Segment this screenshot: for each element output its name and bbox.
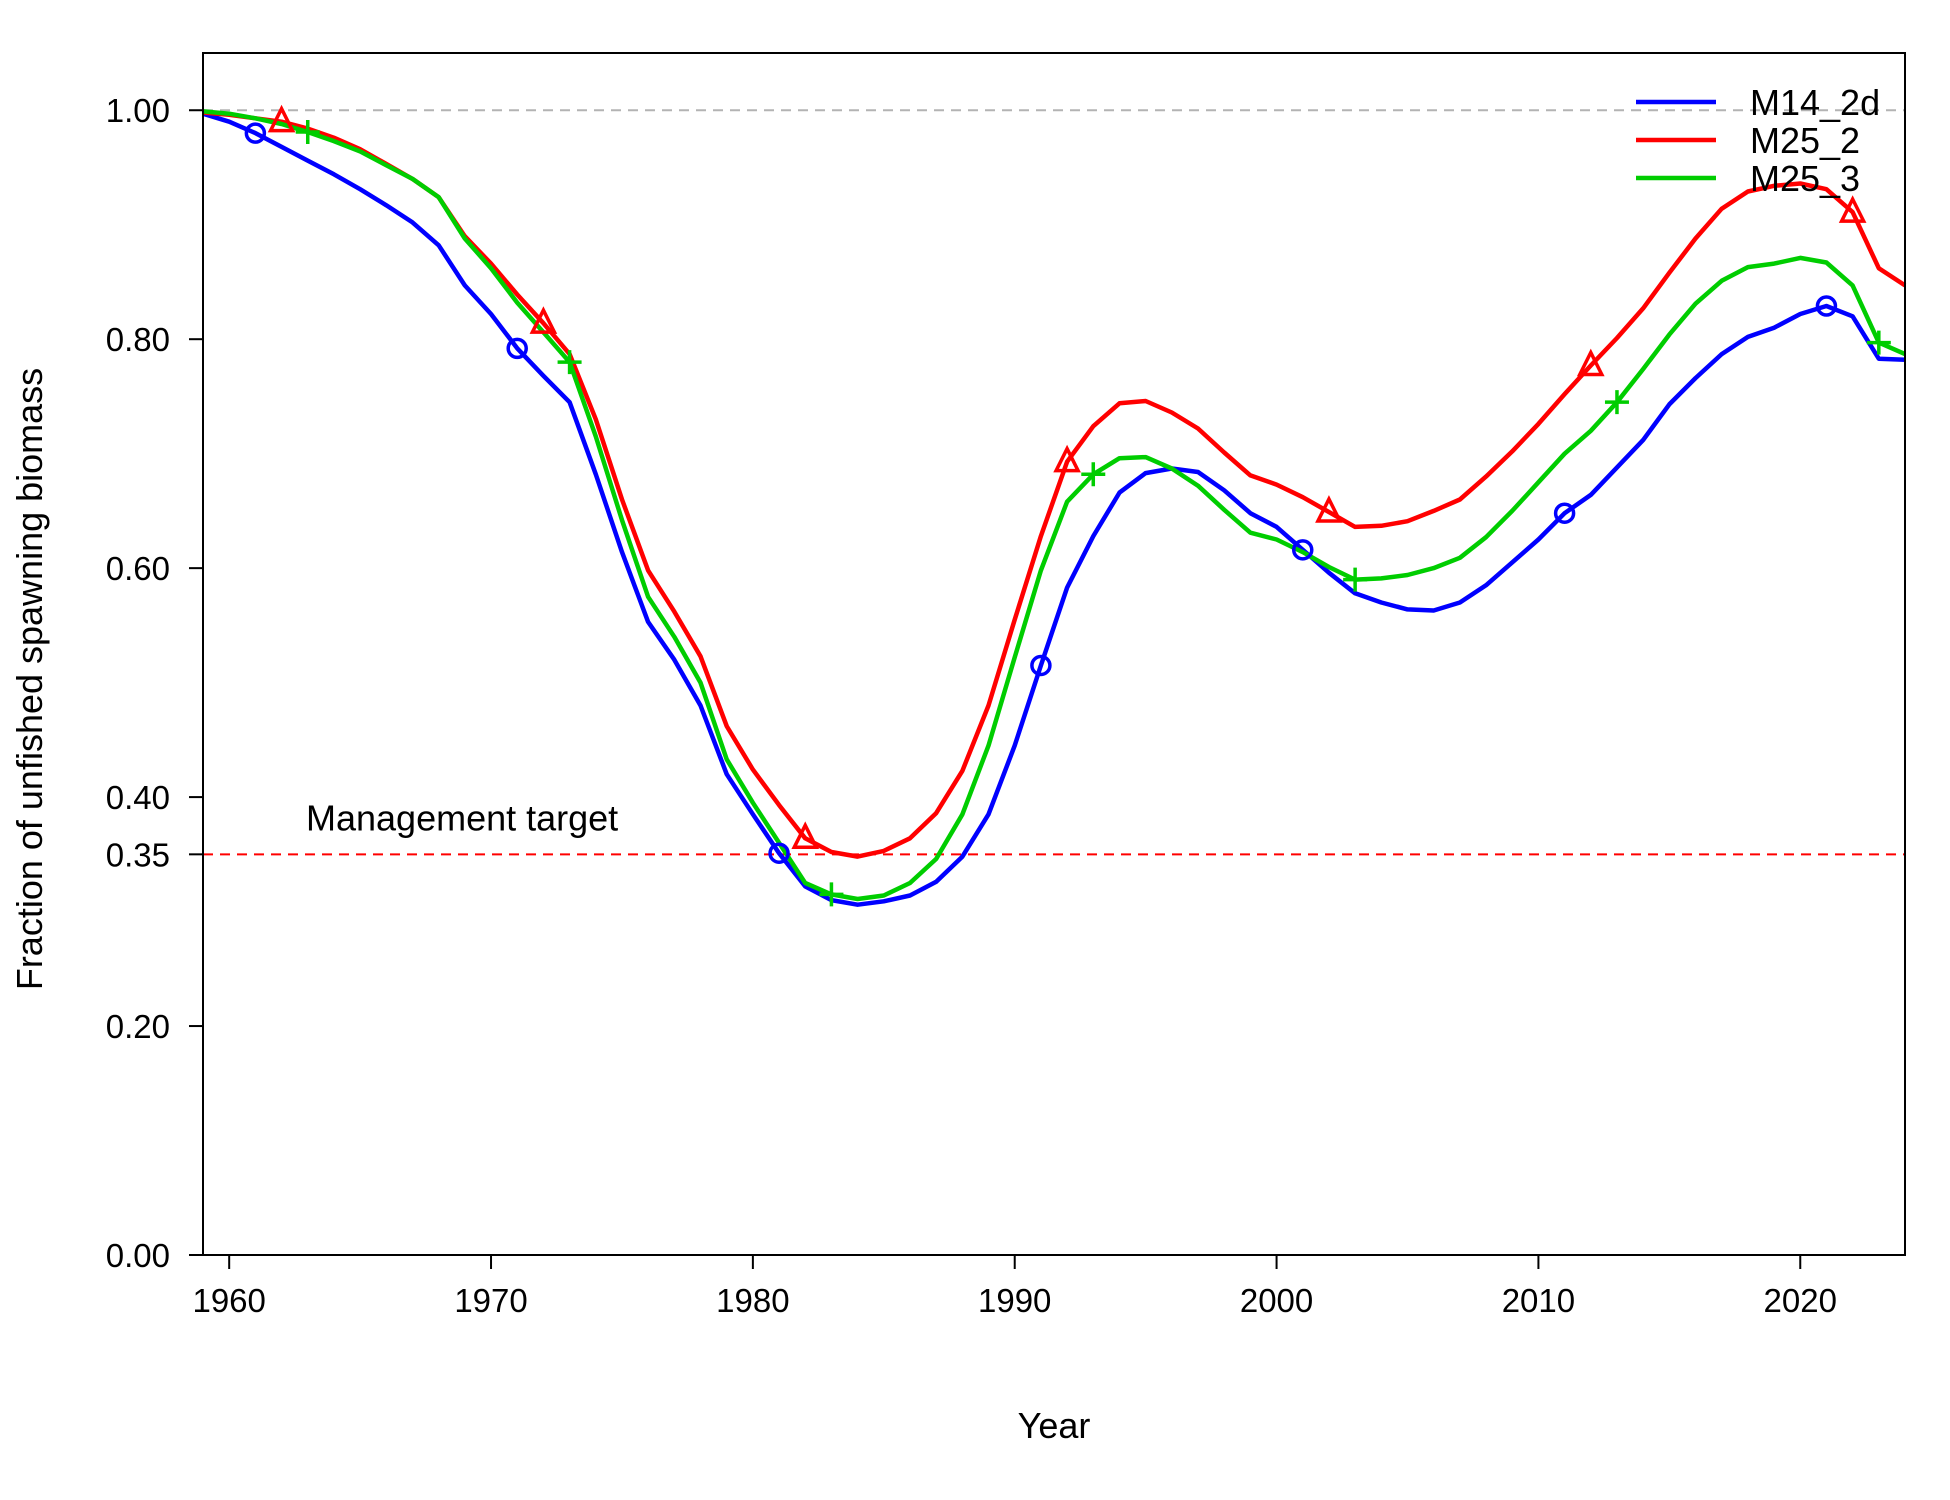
plus-marker: [1081, 462, 1106, 487]
y-tick-label: 0.80: [106, 321, 170, 358]
triangle-marker: [1053, 444, 1081, 473]
plus-marker: [557, 350, 582, 375]
plus-marker: [1604, 390, 1629, 415]
y-tick-label: 0.20: [106, 1008, 170, 1045]
y-tick-label: 0.00: [106, 1237, 170, 1274]
x-tick-label: 1990: [978, 1282, 1051, 1319]
plus-marker: [819, 882, 844, 907]
y-axis-title: Fraction of unfished spawning biomass: [9, 368, 50, 990]
plus-marker: [295, 119, 320, 144]
x-tick-label: 2020: [1764, 1282, 1837, 1319]
x-tick-label: 2000: [1240, 1282, 1313, 1319]
y-tick-label: 0.35: [106, 836, 170, 873]
x-tick-label: 1970: [454, 1282, 527, 1319]
triangle-marker: [1838, 195, 1867, 223]
markers-layer: [244, 104, 1891, 907]
legend-label: M25_2: [1750, 120, 1860, 161]
y-tick-label: 0.40: [106, 779, 170, 816]
legend-label: M14_2d: [1750, 82, 1880, 123]
triangle-marker: [791, 821, 820, 850]
circle-marker: [1815, 295, 1838, 317]
circle-marker: [1553, 502, 1576, 524]
x-tick-label: 2010: [1502, 1282, 1575, 1319]
circle-marker: [768, 842, 790, 864]
x-axis-title: Year: [1018, 1405, 1091, 1446]
reference-lines: [203, 109, 1905, 856]
triangle-marker: [267, 104, 296, 133]
series-layer: [202, 109, 1907, 907]
plus-marker: [1343, 567, 1368, 592]
circle-marker: [1292, 539, 1314, 561]
plot-frame: [202, 52, 1906, 1256]
x-axis: 1960 1970 1980 1990 2000 2010 2020: [192, 1254, 1837, 1319]
series-line-m25-3: [202, 109, 1906, 902]
y-tick-label: 1.00: [106, 92, 170, 129]
series-line-m25-2: [202, 110, 1907, 859]
x-tick-label: 1980: [716, 1282, 789, 1319]
y-tick-label: 0.60: [106, 550, 170, 587]
series-line-m14-2d: [202, 111, 1906, 907]
plus-marker: [1866, 330, 1891, 355]
management-target-label: Management target: [306, 797, 618, 838]
circle-marker: [1030, 654, 1052, 677]
y-axis: 0.00 0.20 0.35 0.40 0.60 0.80 1.00: [106, 92, 204, 1274]
circle-marker: [244, 122, 267, 144]
triangle-marker: [1315, 495, 1343, 523]
legend-label: M25_3: [1750, 158, 1860, 199]
circle-marker: [506, 337, 528, 360]
triangle-marker: [529, 306, 558, 334]
triangle-marker: [1576, 348, 1605, 377]
x-tick-label: 1960: [192, 1282, 265, 1319]
